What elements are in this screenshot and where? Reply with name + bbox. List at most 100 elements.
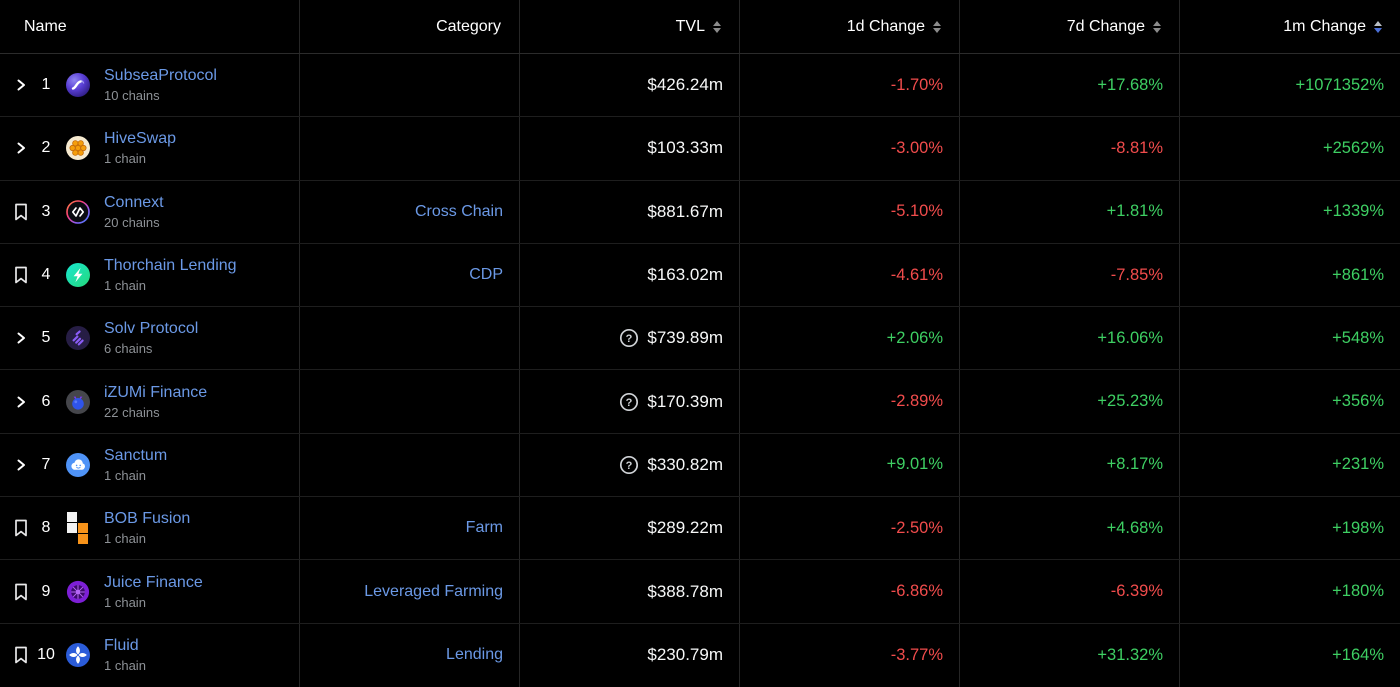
tvl-cell: ? $739.89m — [520, 307, 740, 370]
thorchain-lending-logo — [64, 255, 92, 295]
table-row[interactable]: 5 Solv Protocol 6 chains ? $739.89m +2.0… — [0, 307, 1400, 371]
svg-text:?: ? — [626, 333, 633, 345]
protocol-name-link[interactable]: BOB Fusion — [104, 510, 191, 528]
bookmark-icon[interactable] — [12, 646, 30, 664]
protocol-name-link[interactable]: Thorchain Lending — [104, 257, 237, 275]
rank-number: 2 — [41, 139, 51, 157]
category-cell: Leveraged Farming — [300, 560, 520, 623]
tvl-cell: ? $170.39m — [520, 370, 740, 433]
chevron-right-icon[interactable] — [12, 141, 30, 155]
tvl-cell: ? $230.79m — [520, 623, 740, 687]
column-header-7d-change[interactable]: 7d Change — [960, 0, 1180, 53]
table-row[interactable]: 3 Connext 20 chains Cross Chain ? $881.6… — [0, 180, 1400, 244]
table-body: 1 SubseaProtocol 10 chains ? $426.24m -1… — [0, 54, 1400, 687]
protocol-name-link[interactable]: Solv Protocol — [104, 320, 199, 338]
tvl-value: $170.39m — [647, 391, 723, 411]
chevron-right-icon[interactable] — [12, 395, 30, 409]
tvl-value: $426.24m — [647, 75, 723, 95]
change-1m-value: +2562% — [1322, 138, 1384, 157]
tvl-cell: ? $163.02m — [520, 243, 740, 307]
protocol-name-link[interactable]: Sanctum — [104, 446, 168, 464]
bookmark-icon[interactable] — [12, 203, 30, 221]
sort-down-triangle-icon — [713, 27, 721, 33]
category-link[interactable]: Cross Chain — [414, 202, 503, 220]
question-mark-icon[interactable]: ? — [619, 392, 639, 412]
column-label: 7d Change — [1066, 17, 1145, 35]
chevron-right-icon[interactable] — [12, 458, 30, 472]
table-row[interactable]: 8 BOB Fusion 1 chain Farm ? $289.22m -2.… — [0, 497, 1400, 561]
category-link[interactable]: Leveraged Farming — [364, 582, 503, 600]
name-cell: 3 Connext 20 chains — [0, 180, 300, 243]
sort-icon[interactable] — [933, 20, 941, 33]
chevron-right-icon[interactable] — [12, 78, 30, 92]
sort-icon[interactable] — [1374, 20, 1382, 33]
table-row[interactable]: 2 HiveSwap 1 chain ? $103.33m -3.00% -8.… — [0, 117, 1400, 181]
table-row[interactable]: 9 Juice Finance 1 chain Leveraged Farmin… — [0, 560, 1400, 624]
change-7d-value: -8.81% — [960, 117, 1180, 180]
category-link[interactable]: CDP — [469, 266, 503, 284]
change-7d-value: +16.06% — [960, 307, 1180, 370]
protocol-name-block: Connext 20 chains — [104, 193, 164, 231]
fluid-logo — [64, 635, 92, 675]
change-1d-value: +2.06% — [740, 307, 960, 370]
protocol-name-link[interactable]: Fluid — [104, 637, 139, 655]
category-cell — [300, 307, 520, 370]
change-7d-value: +25.23% — [960, 370, 1180, 433]
protocol-name-link[interactable]: iZUMi Finance — [104, 383, 208, 401]
protocol-name-block: Juice Finance 1 chain — [104, 573, 203, 611]
protocol-name-block: BOB Fusion 1 chain — [104, 509, 190, 547]
chevron-right-icon[interactable] — [12, 331, 30, 345]
sort-up-triangle-icon — [1153, 20, 1161, 26]
tvl-cell: ? $330.82m — [520, 433, 740, 497]
bookmark-icon[interactable] — [12, 266, 30, 284]
sort-up-triangle-icon — [933, 20, 941, 26]
chain-count: 1 chain — [104, 467, 146, 483]
question-mark-icon[interactable]: ? — [619, 455, 639, 475]
change-1m-value: +548% — [1332, 328, 1384, 347]
sort-icon[interactable] — [1153, 20, 1161, 33]
bookmark-icon[interactable] — [12, 583, 30, 601]
sanctum-logo — [64, 445, 92, 485]
change-1m-value: +356% — [1332, 392, 1384, 411]
change-7d-value: -7.85% — [960, 243, 1180, 307]
chain-count: 6 chains — [104, 341, 153, 357]
rank-number: 4 — [41, 266, 51, 284]
table-row[interactable]: 1 SubseaProtocol 10 chains ? $426.24m -1… — [0, 54, 1400, 118]
category-cell — [300, 54, 520, 117]
change-1d-value: +9.01% — [740, 433, 960, 497]
svg-text:?: ? — [626, 460, 633, 472]
column-header-1d-change[interactable]: 1d Change — [740, 0, 960, 53]
protocol-name-link[interactable]: SubseaProtocol — [104, 67, 217, 85]
question-mark-icon[interactable]: ? — [619, 328, 639, 348]
sort-icon[interactable] — [713, 20, 721, 33]
table-row[interactable]: 7 Sanctum 1 chain ? $330.82m +9.01% +8.1… — [0, 433, 1400, 498]
name-cell: 8 BOB Fusion 1 chain — [0, 497, 300, 560]
rank-number: 1 — [41, 76, 51, 94]
chain-count: 10 chains — [104, 88, 160, 104]
protocol-name-link[interactable]: Connext — [104, 193, 164, 211]
protocol-name-block: iZUMi Finance 22 chains — [104, 383, 207, 421]
svg-text:?: ? — [626, 396, 633, 408]
tvl-value: $230.79m — [647, 645, 723, 665]
column-header-name: Name — [0, 0, 300, 53]
bookmark-icon[interactable] — [12, 519, 30, 537]
column-header-tvl[interactable]: TVL — [520, 0, 740, 53]
hiveswap-logo — [64, 128, 92, 168]
table-row[interactable]: 10 Fluid 1 chain Lending ? $230.79m -3.7… — [0, 623, 1400, 687]
name-cell: 4 Thorchain Lending 1 chain — [0, 243, 300, 307]
rank-number: 3 — [41, 202, 51, 220]
category-link[interactable]: Farm — [465, 519, 503, 537]
tvl-cell: ? $289.22m — [520, 497, 740, 560]
solv-protocol-logo — [64, 318, 92, 358]
table-row[interactable]: 6 iZUMi Finance 22 chains ? $170.39m -2.… — [0, 370, 1400, 434]
tvl-value: $739.89m — [647, 328, 723, 348]
protocol-name-link[interactable]: HiveSwap — [104, 130, 177, 148]
bob-fusion-logo — [64, 508, 92, 548]
column-label: TVL — [675, 17, 705, 35]
column-header-1m-change[interactable]: 1m Change — [1180, 0, 1400, 53]
category-link[interactable]: Lending — [446, 646, 503, 664]
category-cell — [300, 433, 520, 497]
table-row[interactable]: 4 Thorchain Lending 1 chain CDP ? $163.0… — [0, 243, 1400, 308]
protocol-name-link[interactable]: Juice Finance — [104, 573, 203, 591]
